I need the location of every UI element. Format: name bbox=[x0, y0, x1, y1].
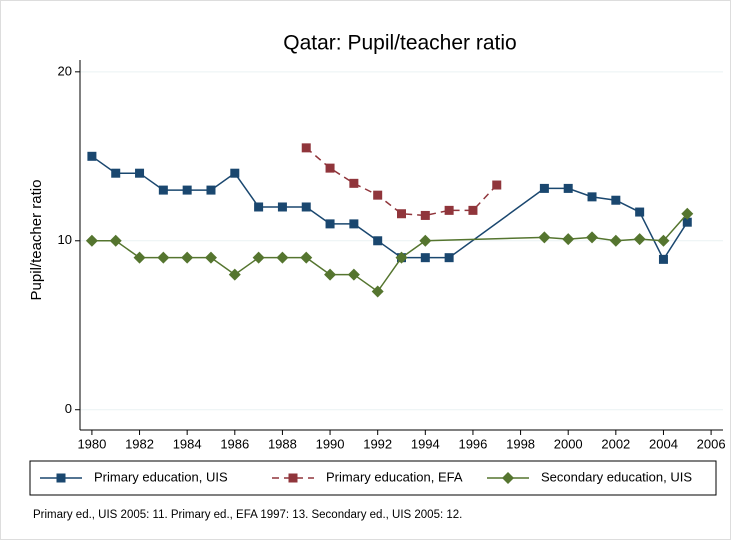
marker bbox=[349, 178, 359, 188]
marker bbox=[181, 251, 194, 264]
marker bbox=[182, 185, 192, 195]
marker bbox=[157, 251, 170, 264]
y-tick-label: 20 bbox=[58, 63, 72, 78]
marker bbox=[444, 253, 454, 263]
marker bbox=[538, 231, 551, 244]
marker bbox=[419, 234, 432, 247]
marker bbox=[111, 168, 121, 178]
marker bbox=[276, 251, 289, 264]
marker bbox=[301, 202, 311, 212]
marker bbox=[682, 217, 692, 227]
marker bbox=[254, 202, 264, 212]
marker bbox=[492, 180, 502, 190]
marker bbox=[228, 268, 241, 281]
marker bbox=[135, 168, 145, 178]
marker bbox=[206, 185, 216, 195]
x-tick-label: 1992 bbox=[363, 436, 392, 451]
note: Primary ed., UIS 2005: 11. Primary ed., … bbox=[33, 509, 462, 521]
marker bbox=[563, 183, 573, 193]
marker bbox=[420, 210, 430, 220]
marker bbox=[204, 251, 217, 264]
legend-box bbox=[29, 460, 717, 496]
marker bbox=[301, 143, 311, 153]
marker bbox=[230, 168, 240, 178]
marker bbox=[347, 268, 360, 281]
x-tick-label: 1980 bbox=[77, 436, 106, 451]
marker bbox=[657, 234, 670, 247]
x-tick-label: 1990 bbox=[316, 436, 345, 451]
y-tick-label: 0 bbox=[65, 401, 72, 416]
series-line bbox=[91, 213, 688, 293]
marker bbox=[395, 251, 408, 264]
marker bbox=[420, 253, 430, 263]
x-tick-label: 1988 bbox=[268, 436, 297, 451]
legend-label: Secondary education, UIS bbox=[541, 469, 692, 484]
x-tick-label: 2004 bbox=[649, 436, 678, 451]
x-tick-label: 1984 bbox=[173, 436, 202, 451]
marker bbox=[325, 163, 335, 173]
legend-marker bbox=[56, 473, 66, 483]
marker bbox=[587, 192, 597, 202]
legend-marker bbox=[288, 473, 298, 483]
marker bbox=[681, 207, 694, 220]
marker bbox=[373, 190, 383, 200]
marker bbox=[158, 185, 168, 195]
x-tick-label: 1986 bbox=[220, 436, 249, 451]
marker bbox=[562, 233, 575, 246]
marker bbox=[633, 233, 646, 246]
marker bbox=[397, 209, 406, 219]
legend-label: Primary education, EFA bbox=[326, 469, 463, 484]
marker bbox=[133, 251, 146, 264]
marker bbox=[468, 205, 478, 215]
marker bbox=[539, 183, 549, 193]
marker bbox=[277, 202, 287, 212]
series-line bbox=[305, 147, 498, 217]
marker bbox=[586, 231, 599, 244]
marker bbox=[85, 234, 98, 247]
y-axis-label: Pupil/teacher ratio bbox=[28, 180, 45, 301]
marker bbox=[349, 219, 359, 229]
marker bbox=[252, 251, 265, 264]
legend-label: Primary education, UIS bbox=[94, 469, 228, 484]
x-tick-label: 1996 bbox=[458, 436, 487, 451]
marker bbox=[609, 234, 622, 247]
legend-marker bbox=[502, 472, 514, 484]
y-tick-label: 10 bbox=[58, 232, 72, 247]
marker bbox=[658, 254, 668, 264]
x-tick-label: 2000 bbox=[554, 436, 583, 451]
marker bbox=[635, 207, 645, 217]
marker bbox=[324, 268, 337, 281]
x-tick-label: 2006 bbox=[697, 436, 726, 451]
x-tick-label: 1982 bbox=[125, 436, 154, 451]
marker bbox=[300, 251, 313, 264]
marker bbox=[444, 205, 454, 215]
chart-title: Qatar: Pupil/teacher ratio bbox=[283, 32, 516, 55]
x-tick-label: 1998 bbox=[506, 436, 535, 451]
marker bbox=[109, 234, 122, 247]
marker bbox=[325, 219, 335, 229]
marker bbox=[611, 195, 621, 205]
marker bbox=[87, 151, 97, 161]
marker bbox=[371, 285, 384, 298]
x-tick-label: 2002 bbox=[601, 436, 630, 451]
x-tick-label: 1994 bbox=[411, 436, 440, 451]
marker bbox=[373, 236, 383, 246]
